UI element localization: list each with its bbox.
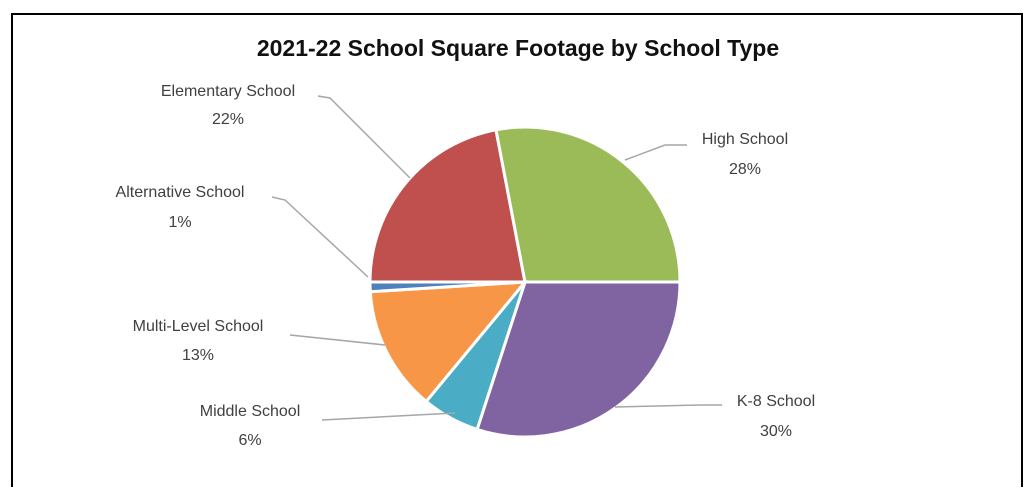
leader-line: [624, 144, 687, 161]
leader-line: [289, 334, 386, 346]
pie-slice: [494, 125, 682, 284]
value-label: 22%: [212, 111, 244, 128]
labels: Elementary School 22% High School 28% K-8 Sc…: [116, 83, 816, 449]
slice-label: K-8 School: [737, 393, 815, 410]
value-label: 30%: [760, 423, 792, 440]
leader-line: [614, 404, 722, 408]
pie-slice: [368, 280, 526, 294]
value-label: 1%: [168, 214, 191, 231]
pie-slice: [368, 127, 527, 284]
slice-label: Elementary School: [161, 83, 295, 100]
pie: [368, 125, 682, 439]
value-label: 13%: [182, 347, 214, 364]
slice-label: Middle School: [200, 403, 301, 420]
chart-title: 2021-22 School Square Footage by School …: [257, 35, 779, 61]
pie-slice: [368, 280, 529, 404]
slice-label: Alternative School: [116, 184, 245, 201]
slice-label: High School: [702, 131, 788, 148]
leader-line: [271, 196, 369, 278]
value-label: 28%: [729, 161, 761, 178]
slice-label: Multi-Level School: [133, 318, 264, 335]
leader-line: [317, 95, 411, 179]
leader-line: [321, 412, 456, 421]
value-label: 6%: [238, 432, 261, 449]
